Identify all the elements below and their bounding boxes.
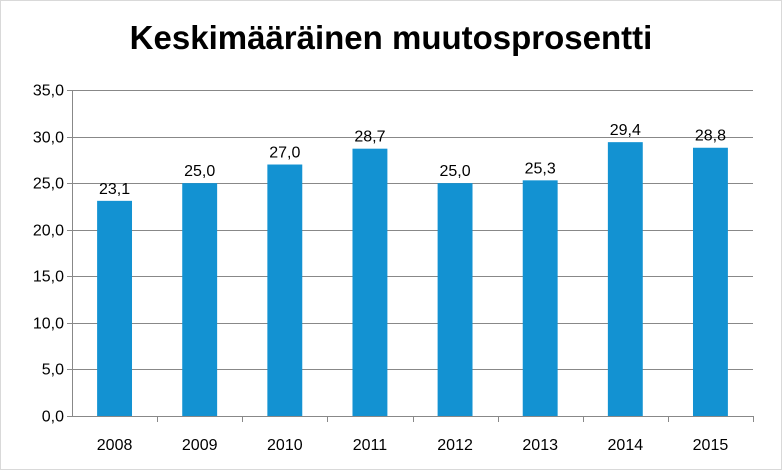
x-tick-label: 2010 [267, 437, 303, 454]
x-tick-label: 2012 [437, 437, 473, 454]
data-label-2009: 25,0 [184, 163, 215, 180]
data-label-2014: 29,4 [610, 122, 641, 139]
bar-2008 [97, 200, 133, 416]
y-tick-label: 35,0 [33, 83, 64, 100]
gridlines [72, 90, 753, 370]
bar-2015 [692, 147, 728, 416]
data-label-2008: 23,1 [99, 181, 130, 198]
tick-labels: 0,0 5,0 10,0 15,0 20,0 25,0 30,0 35,0 2008 2009 20… [33, 83, 728, 455]
data-label-2015: 28,8 [695, 128, 726, 145]
data-label-2011: 28,7 [354, 129, 385, 146]
y-tick-label: 25,0 [33, 176, 64, 193]
data-label-2010: 27,0 [269, 145, 300, 162]
bar-2011 [352, 148, 388, 416]
bar-2010 [267, 164, 303, 416]
bar-2013 [522, 180, 558, 416]
y-tick-label: 10,0 [33, 316, 64, 333]
y-tick-label: 5,0 [42, 362, 64, 379]
bar-2012 [437, 183, 473, 416]
y-tick-label: 15,0 [33, 269, 64, 286]
x-tick-label: 2009 [182, 437, 218, 454]
x-tick-label: 2014 [608, 437, 644, 454]
data-labels: 23,1 25,0 27,0 28,7 25,0 25,3 29,4 28,8 [99, 122, 726, 198]
data-label-2012: 25,0 [439, 163, 470, 180]
x-tick-label: 2015 [693, 437, 729, 454]
data-label-2013: 25,3 [525, 160, 556, 177]
bar-2014 [607, 142, 643, 416]
x-tick-label: 2013 [522, 437, 558, 454]
y-tick-label: 0,0 [42, 409, 64, 426]
chart-title: Keskimääräinen muutosprosentti [129, 19, 653, 56]
x-tick-label: 2008 [97, 437, 133, 454]
bar-2009 [182, 183, 218, 416]
y-tick-label: 20,0 [33, 223, 64, 240]
y-tick-label: 30,0 [33, 130, 64, 147]
bars [97, 142, 728, 416]
x-tick-label: 2011 [353, 437, 388, 454]
axes [67, 90, 754, 422]
